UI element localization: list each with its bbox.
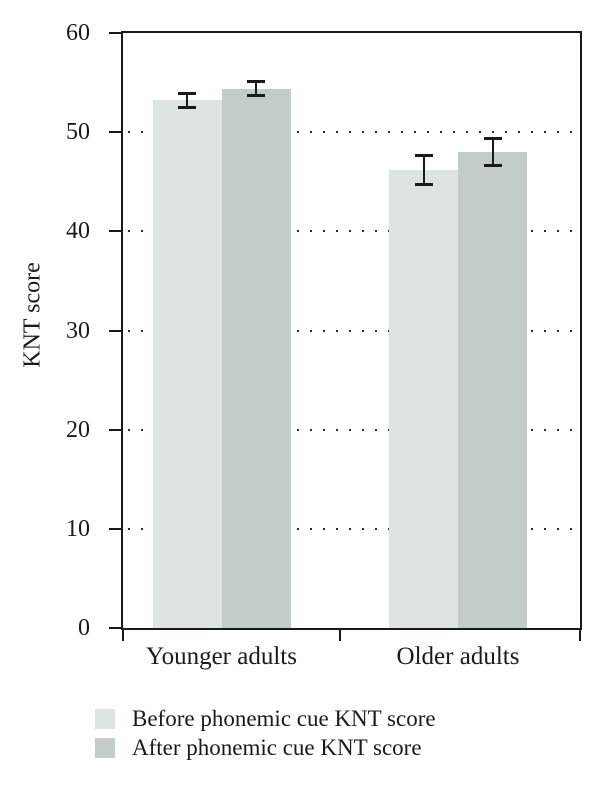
y-tick-label-20: 20	[66, 416, 90, 443]
y-tick-0	[109, 627, 121, 629]
y-tick-20	[109, 428, 121, 431]
error-bar-cap-bottom	[178, 106, 196, 110]
legend-label-before: Before phonemic cue KNT score	[132, 706, 436, 731]
gridline-50	[128, 131, 576, 134]
x-category-label-0: Younger adults	[146, 643, 297, 670]
y-tick-60	[109, 32, 121, 34]
error-bar-cap-top	[483, 137, 502, 141]
bar-before-1	[389, 169, 458, 628]
error-bar-cap-bottom	[483, 163, 502, 167]
error-bar-before-1	[422, 154, 425, 185]
legend-swatch-before	[95, 709, 115, 729]
gridline-30	[128, 329, 576, 332]
y-tick-label-30: 30	[66, 317, 90, 344]
legend-swatch-after	[95, 738, 115, 758]
error-bar-cap-top	[247, 79, 265, 83]
error-bar-after-1	[491, 138, 494, 166]
y-tick-50	[109, 131, 121, 134]
gridline-10	[128, 527, 576, 530]
y-tick-40	[109, 230, 121, 233]
y-tick-label-50: 50	[66, 119, 90, 146]
y-tick-label-0: 0	[78, 615, 90, 641]
error-bar-cap-bottom	[247, 94, 265, 98]
bar-after-1	[458, 152, 527, 628]
plot-area: 0 10 20 30 40 50 60	[66, 20, 582, 641]
x-tick-1	[338, 628, 341, 641]
gridline-20	[128, 428, 576, 431]
x-tick-0	[122, 628, 124, 641]
bar-before-0	[152, 100, 222, 628]
legend-item-before: Before phonemic cue KNT score	[95, 706, 436, 731]
y-tick-label-60: 60	[66, 20, 90, 46]
error-bar-cap-bottom	[414, 182, 433, 186]
x-tick-2	[579, 628, 581, 641]
y-tick-label-40: 40	[66, 218, 90, 245]
gridline-40	[128, 230, 576, 233]
error-bar-cap-top	[414, 153, 433, 157]
legend: Before phonemic cue KNT score After phone…	[95, 706, 436, 760]
y-tick-30	[109, 329, 121, 332]
x-axis-labels: Younger adults Older adults	[0, 643, 600, 677]
legend-item-after: After phonemic cue KNT score	[95, 735, 436, 760]
x-category-label-1: Older adults	[396, 643, 520, 670]
error-bar-before-0	[186, 92, 188, 109]
y-tick-10	[109, 527, 121, 530]
bar-after-0	[221, 88, 291, 628]
error-bar-cap-top	[178, 91, 196, 95]
legend-label-after: After phonemic cue KNT score	[132, 735, 422, 760]
error-bar-after-0	[255, 80, 257, 97]
y-tick-label-10: 10	[66, 515, 90, 542]
